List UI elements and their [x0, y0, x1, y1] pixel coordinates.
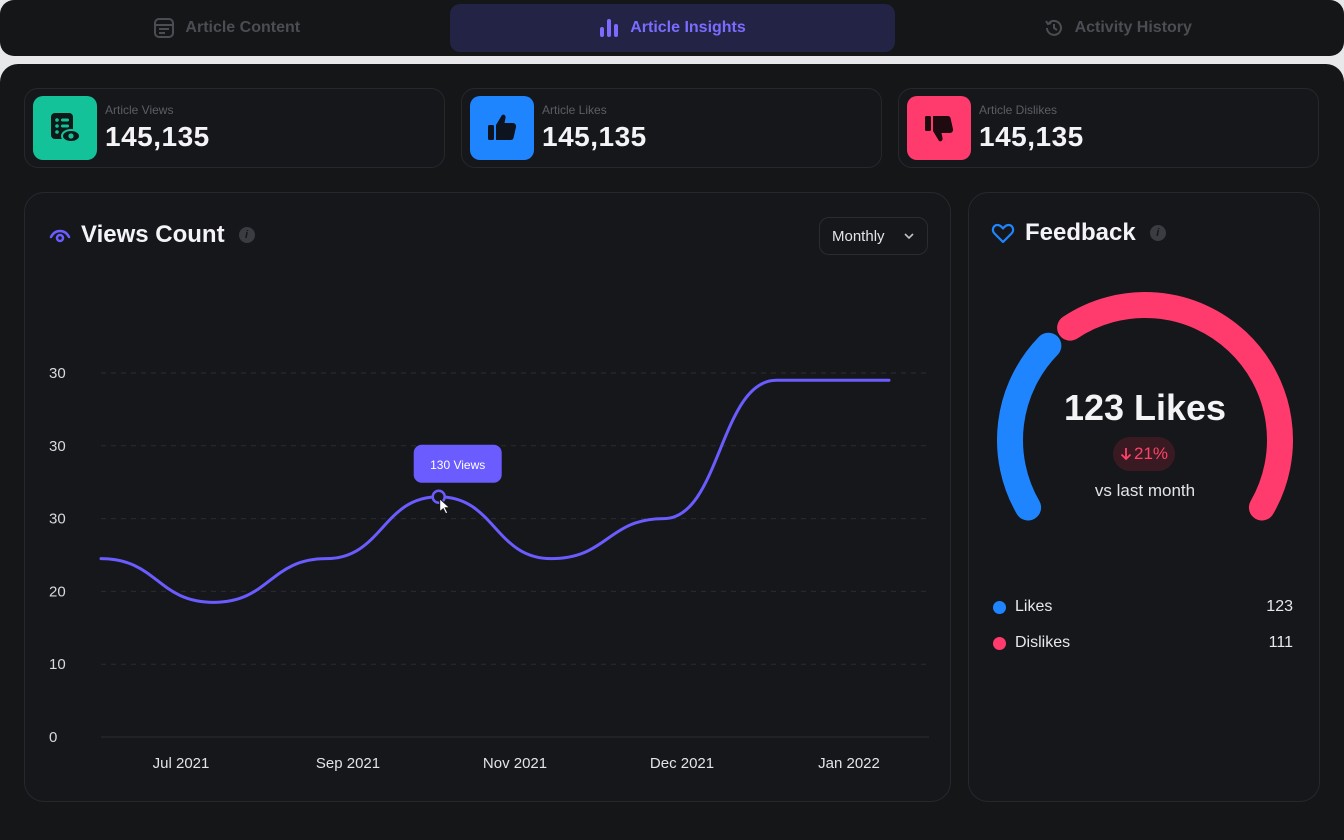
thumbs-down-icon: [907, 96, 971, 160]
dislikes-value: 111: [1268, 634, 1293, 651]
info-icon[interactable]: i: [1149, 225, 1166, 241]
gauge-center-value: 123 Likes: [1063, 387, 1227, 428]
likes-value: 123: [1266, 598, 1293, 615]
feedback-card-title: Feedback i: [991, 219, 1166, 247]
gauge-likes-arc: [997, 332, 1062, 521]
tooltip-text: 130 Views: [430, 458, 485, 472]
y-tick-label: 30: [49, 365, 66, 382]
tab-activity-history[interactable]: Activity History: [895, 4, 1341, 52]
data-point[interactable]: [208, 596, 220, 608]
stat-card-views: Article Views 145,135: [24, 88, 445, 168]
data-point[interactable]: [431, 489, 446, 505]
stat-value: 145,135: [542, 121, 647, 152]
stat-label: Article Views: [105, 103, 174, 117]
stat-label: Article Dislikes: [979, 103, 1058, 117]
stat-card-dislikes: Article Dislikes 145,135: [898, 88, 1319, 168]
tab-article-content[interactable]: Article Content: [4, 4, 450, 52]
change-badge: 21%: [1113, 437, 1175, 471]
legend-likes: Likes 123: [993, 597, 1293, 617]
stat-label: Article Likes: [542, 103, 607, 117]
eye-icon: [49, 229, 71, 243]
data-point[interactable]: [770, 374, 782, 386]
period-dropdown[interactable]: Monthly: [819, 217, 928, 255]
y-tick-label: 30: [49, 511, 66, 528]
feedback-gauge: [997, 292, 1293, 521]
views-list-icon: [33, 96, 97, 160]
views-line-chart: 30 30 30 20 10 0 Jul 2021 Sep 2021 Nov 2021 Dec …: [49, 365, 929, 772]
stat-card-likes: Article Likes 145,135: [461, 88, 882, 168]
y-tick-label: 20: [49, 583, 66, 600]
history-icon: [1044, 19, 1062, 36]
data-point[interactable]: [883, 374, 895, 386]
likes-dot: [993, 600, 1006, 614]
info-icon[interactable]: i: [238, 227, 255, 243]
y-tick-label: 10: [49, 656, 66, 673]
likes-label: Likes: [1015, 598, 1053, 615]
gauge-subtitle: vs last month: [1094, 481, 1196, 500]
chevron-down-icon: [904, 233, 914, 240]
article-icon: [154, 18, 175, 38]
tab-label: Article Content: [185, 19, 301, 36]
views-card-title-text: Views Count: [81, 221, 225, 248]
feedback-title-text: Feedback: [1025, 219, 1136, 246]
legend-dislikes: Dislikes 111: [993, 633, 1293, 653]
heart-icon: [991, 223, 1015, 244]
tab-article-insights[interactable]: Article Insights: [449, 4, 895, 52]
tab-label: Article Insights: [630, 19, 746, 36]
dislikes-dot: [993, 636, 1006, 650]
x-tick-label: Jan 2022: [818, 755, 880, 772]
change-value: 21%: [1133, 444, 1169, 463]
chart-tooltip: 130 Views: [413, 444, 502, 483]
x-tick-label: Sep 2021: [316, 755, 380, 772]
insights-panel: Article Views 145,135 Article Likes 145,…: [0, 64, 1344, 840]
data-point[interactable]: [320, 553, 332, 565]
views-card-title: Views Count i: [49, 221, 255, 249]
y-tick-label: 0: [49, 729, 57, 746]
stat-value: 145,135: [105, 121, 210, 152]
x-tick-label: Jul 2021: [153, 755, 210, 772]
views-count-card: Views Count i Monthly 30 30 30 20 10 0 Jul 20…: [24, 192, 951, 802]
cursor-icon: [439, 497, 452, 515]
data-point[interactable]: [658, 513, 670, 525]
views-series-line: [99, 378, 891, 604]
x-tick-label: Dec 2021: [650, 755, 714, 772]
x-tick-label: Nov 2021: [483, 755, 547, 772]
y-tick-label: 30: [49, 438, 66, 455]
data-point[interactable]: [545, 553, 557, 565]
dislikes-label: Dislikes: [1015, 634, 1071, 651]
thumbs-up-icon: [470, 96, 534, 160]
tab-bar: Article Content Article Insights Activit…: [0, 0, 1344, 56]
feedback-card: Feedback i 123 Likes 21% vs last month L…: [968, 192, 1320, 802]
data-point[interactable]: [95, 553, 107, 565]
tab-label: Activity History: [1074, 19, 1192, 36]
period-dropdown-value: Monthly: [832, 227, 885, 245]
arrow-down-icon: [1120, 448, 1132, 461]
gauge-dislikes-arc: [1057, 292, 1293, 521]
bar-chart-icon: [600, 19, 619, 37]
stat-value: 145,135: [979, 121, 1084, 152]
